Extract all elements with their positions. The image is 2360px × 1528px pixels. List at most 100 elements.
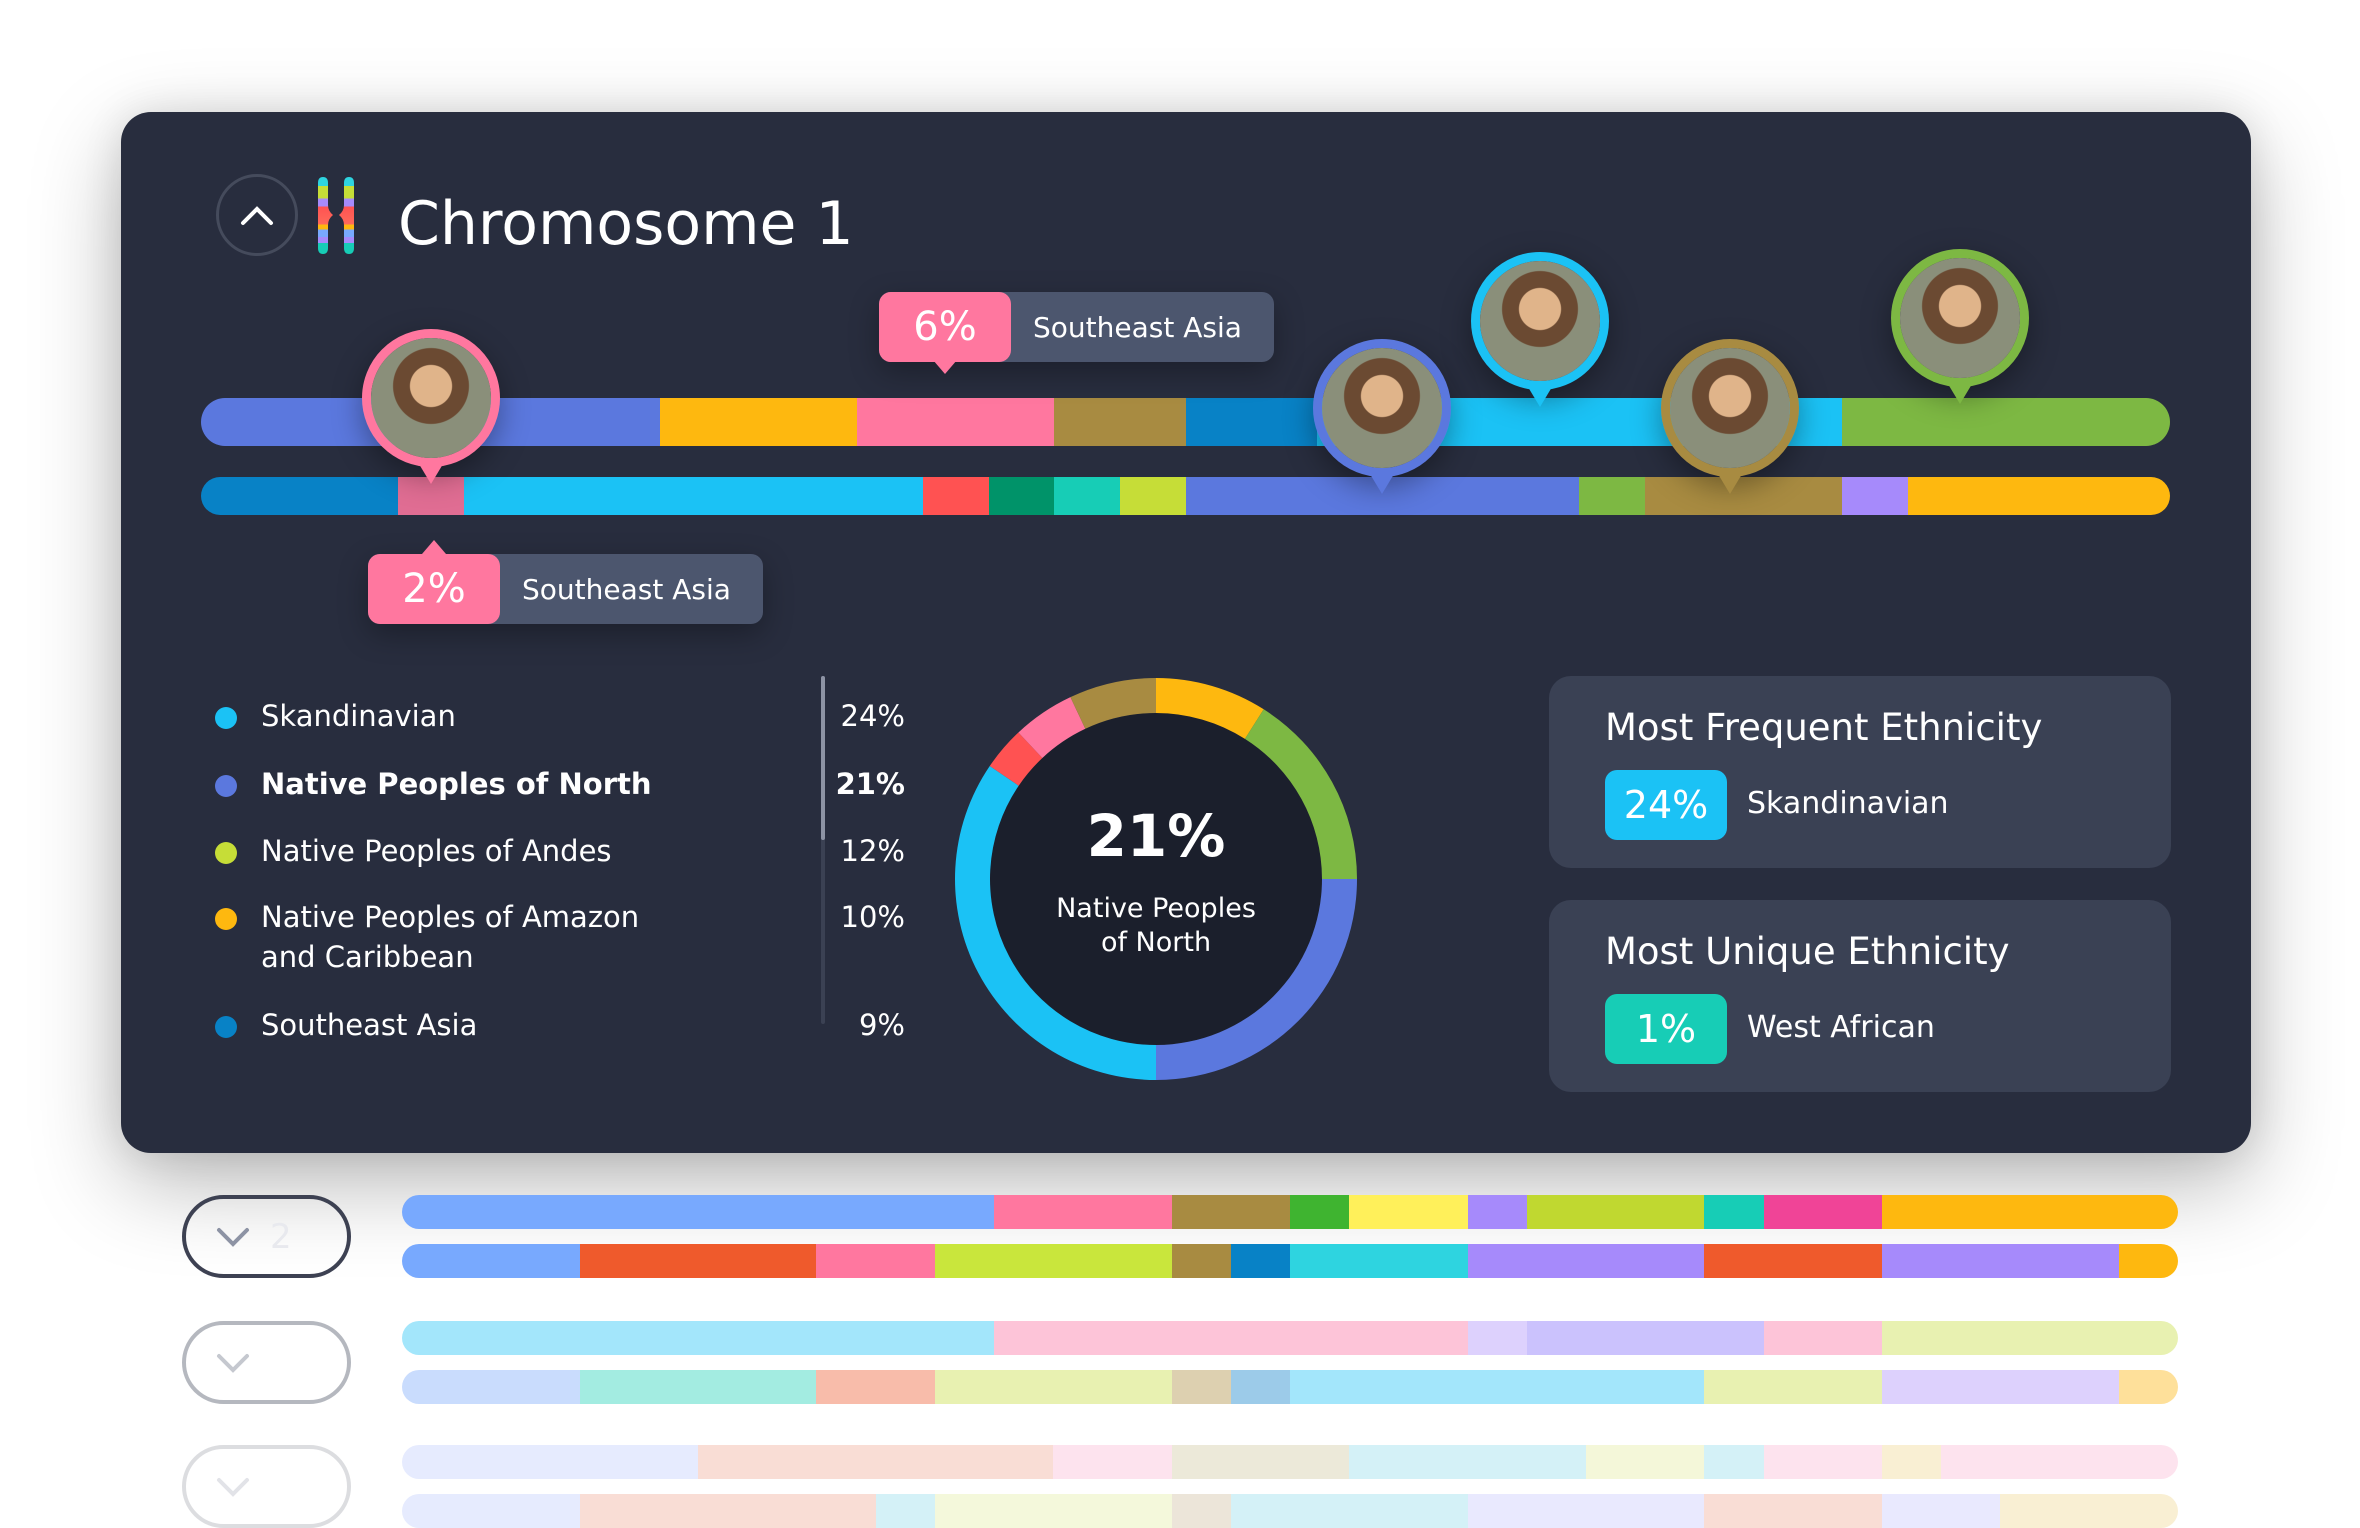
bar-segment[interactable]: [2118, 1244, 2178, 1278]
bar-segment[interactable]: [934, 1494, 1172, 1528]
bar-segment[interactable]: [816, 1244, 935, 1278]
bar-segment[interactable]: [402, 1321, 994, 1355]
scrollbar-thumb[interactable]: [821, 676, 825, 840]
bar-segment[interactable]: [1882, 1445, 1942, 1479]
bar-segment[interactable]: [1882, 1321, 2178, 1355]
donut-segment[interactable]: [955, 766, 1156, 1080]
chromosome-bar-bottom[interactable]: [201, 477, 2170, 515]
bar-segment[interactable]: [1171, 1195, 1290, 1229]
bar-segment[interactable]: [922, 477, 989, 515]
bar-segment[interactable]: [1171, 1445, 1350, 1479]
bar-segment[interactable]: [988, 477, 1055, 515]
bar-segment[interactable]: [1185, 398, 1317, 446]
bar-segment[interactable]: [994, 1321, 1468, 1355]
bar-segment[interactable]: [1349, 1195, 1468, 1229]
bar-segment[interactable]: [1171, 1370, 1231, 1404]
chromosome-icon: [318, 177, 354, 254]
bar-segment[interactable]: [1704, 1195, 1764, 1229]
chromosome-bar-bottom[interactable]: [402, 1494, 2178, 1528]
bar-segment[interactable]: [1290, 1244, 1468, 1278]
bar-segment[interactable]: [1882, 1370, 2119, 1404]
bar-segment[interactable]: [402, 1244, 580, 1278]
bar-segment[interactable]: [201, 477, 398, 515]
legend-label: Native Peoples of Amazon and Caribbean: [261, 900, 640, 974]
bar-segment[interactable]: [1053, 1445, 1172, 1479]
bar-segment[interactable]: [816, 1370, 935, 1404]
bar-segment[interactable]: [1763, 1445, 1883, 1479]
bar-segment[interactable]: [934, 1244, 1172, 1278]
bar-segment[interactable]: [1882, 1195, 2178, 1229]
bar-segment[interactable]: [1704, 1445, 1764, 1479]
bar-segment[interactable]: [1704, 1494, 1882, 1528]
bar-segment[interactable]: [1907, 477, 2170, 515]
bar-segment[interactable]: [463, 477, 923, 515]
legend-value: 12%: [840, 834, 905, 868]
bar-segment[interactable]: [1881, 1244, 2119, 1278]
chromosome-bar-bottom[interactable]: [402, 1370, 2178, 1404]
bar-segment[interactable]: [1763, 1321, 1882, 1355]
bar-segment[interactable]: [1290, 1370, 1705, 1404]
bar-segment[interactable]: [698, 1445, 1054, 1479]
bar-segment[interactable]: [402, 1445, 698, 1479]
bar-segment[interactable]: [1290, 1195, 1350, 1229]
expand-chromosome-button[interactable]: 2: [182, 1195, 351, 1278]
bar-segment[interactable]: [2118, 1370, 2178, 1404]
bar-segment[interactable]: [875, 1494, 935, 1528]
bar-segment[interactable]: [1941, 1445, 2178, 1479]
bar-segment[interactable]: [1763, 1195, 1883, 1229]
bar-segment[interactable]: [1054, 477, 1120, 515]
bar-segment[interactable]: [1526, 1195, 1705, 1229]
bar-segment[interactable]: [1526, 1321, 1764, 1355]
donut-segment[interactable]: [1244, 709, 1357, 879]
chromosome-bar-top[interactable]: [402, 1445, 2178, 1479]
collapse-button[interactable]: [216, 174, 298, 256]
chromosome-bar-bottom[interactable]: [402, 1244, 2178, 1278]
bar-segment[interactable]: [1230, 1244, 1290, 1278]
bar-segment[interactable]: [1841, 398, 2170, 446]
expand-chromosome-button[interactable]: [182, 1445, 351, 1528]
bar-segment[interactable]: [1230, 1494, 1468, 1528]
bar-segment[interactable]: [660, 398, 858, 446]
bar-segment[interactable]: [1841, 477, 1908, 515]
bar-segment[interactable]: [2000, 1494, 2178, 1528]
ancestor-photo-pin[interactable]: [1661, 339, 1800, 494]
bar-segment[interactable]: [1467, 1244, 1705, 1278]
bar-segment[interactable]: [402, 1195, 994, 1229]
scrollbar-track[interactable]: [821, 676, 825, 1024]
bar-segment[interactable]: [857, 398, 1055, 446]
donut-segment[interactable]: [1018, 697, 1086, 758]
bar-segment[interactable]: [934, 1370, 1172, 1404]
bar-segment[interactable]: [1171, 1244, 1231, 1278]
chromosome-bar-top[interactable]: [402, 1321, 2178, 1355]
bar-segment[interactable]: [1881, 1494, 2001, 1528]
ancestor-photo-pin[interactable]: [1470, 252, 1609, 407]
expand-chromosome-button[interactable]: [182, 1321, 351, 1404]
chromosome-bar-top[interactable]: [402, 1195, 2178, 1229]
bar-segment[interactable]: [1230, 1370, 1290, 1404]
bar-segment[interactable]: [579, 1494, 876, 1528]
bar-segment[interactable]: [1704, 1370, 1882, 1404]
donut-segment[interactable]: [1156, 879, 1357, 1080]
bar-segment[interactable]: [1467, 1321, 1527, 1355]
bar-segment[interactable]: [1704, 1244, 1882, 1278]
bar-segment[interactable]: [1586, 1445, 1705, 1479]
ancestor-photo-pin[interactable]: [361, 329, 500, 484]
bar-segment[interactable]: [579, 1244, 817, 1278]
bar-segment[interactable]: [1467, 1494, 1705, 1528]
donut-segment[interactable]: [1070, 678, 1156, 729]
ancestor-photo-pin[interactable]: [1890, 249, 2029, 404]
bar-segment[interactable]: [994, 1195, 1172, 1229]
donut-segment[interactable]: [989, 732, 1043, 786]
ancestor-photo-pin[interactable]: [1313, 339, 1452, 494]
donut-segment[interactable]: [1156, 678, 1264, 739]
bar-segment[interactable]: [402, 1494, 580, 1528]
bar-segment[interactable]: [1467, 1195, 1527, 1229]
bar-segment[interactable]: [1119, 477, 1186, 515]
bar-segment[interactable]: [1579, 477, 1645, 515]
bar-segment[interactable]: [579, 1370, 817, 1404]
bar-segment[interactable]: [402, 1370, 580, 1404]
bar-segment[interactable]: [1054, 398, 1186, 446]
bar-segment[interactable]: [1644, 477, 1842, 515]
bar-segment[interactable]: [1349, 1445, 1586, 1479]
bar-segment[interactable]: [1171, 1494, 1231, 1528]
